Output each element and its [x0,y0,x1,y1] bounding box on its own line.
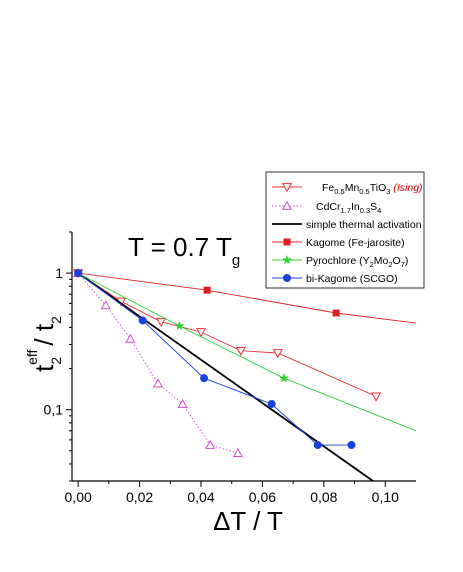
data-point [200,374,209,383]
series-line [77,272,374,481]
data-point [125,333,136,343]
data-point [203,286,211,294]
series-1 [73,267,243,457]
labels: T = 0.7 Tg ΔT / T t2eff/ t2 [24,232,283,536]
legend-label: Pyrochlore (Y2Mo2O7) [306,255,408,269]
legend-label: Kagome (Fe-jarosite) [306,237,405,249]
data-point [138,316,147,325]
data-point [177,398,188,408]
series-0 [73,269,382,402]
data-point [279,373,289,383]
data-point [371,392,382,402]
series-line [78,272,416,324]
series-4 [73,268,416,432]
axes: 0,00 0,02 0,04 0,06 0,08 0,10 1 0,1 [44,231,416,505]
data-point [100,300,111,310]
data-point [267,399,276,408]
legend-marker [283,274,291,282]
legend-marker [283,238,291,246]
x-tick-label: 0,06 [249,489,276,505]
legend: Fe0.5Mn0.5TiO3 (Ising) CdCr1.7In0.3S4 simp… [265,171,425,289]
data-point [205,439,216,449]
plot-area [73,267,416,481]
legend-label: simple thermal activation [306,219,422,231]
data-point [74,269,83,278]
data-point [272,349,283,359]
data-point [235,346,246,356]
y-axis-title: t2eff/ t2 [24,316,64,372]
legend-entry-4: Pyrochlore (Y2Mo2O7) [272,255,408,269]
legend-entry-3: Kagome (Fe-jarosite) [272,237,405,249]
data-point [232,447,243,457]
legend-entry-5: bi-Kagome (SCGO) [272,273,398,285]
legend-entry-1: CdCr1.7In0.3S4 [272,200,381,215]
data-point [174,320,185,330]
legend-label: CdCr1.7In0.3S4 [316,201,381,215]
temperature-annotation: T = 0.7 Tg [128,232,240,269]
legend-box [265,171,425,289]
legend-entry-2: simple thermal activation [272,219,422,231]
y-tick-label: 1 [55,265,63,281]
legend-label: bi-Kagome (SCGO) [306,273,398,285]
data-point [195,328,207,338]
data-point [152,378,164,388]
legend-label: Fe0.5Mn0.5TiO3 (Ising) [322,182,423,196]
x-tick-label: 0,00 [65,489,92,505]
series-line [77,272,416,432]
legend-marker [281,183,293,193]
legend-entry-0: Fe0.5Mn0.5TiO3 (Ising) [272,182,423,196]
series-line [77,272,239,454]
x-tick-label: 0,10 [372,489,399,505]
series-5 [74,269,356,450]
data-point [332,309,340,317]
legend-marker [282,255,292,265]
data-point [347,441,356,450]
y-tick-label: 0,1 [44,402,64,418]
data-point [313,441,322,450]
legend-marker [281,200,293,210]
series-line [77,272,352,446]
data-point [156,317,167,328]
x-axis-title: ΔT / T [213,506,283,536]
x-tick-label: 0,08 [310,489,337,505]
x-tick-label: 0,04 [187,489,214,505]
x-tick-label: 0,02 [126,489,153,505]
series-2 [77,272,374,481]
